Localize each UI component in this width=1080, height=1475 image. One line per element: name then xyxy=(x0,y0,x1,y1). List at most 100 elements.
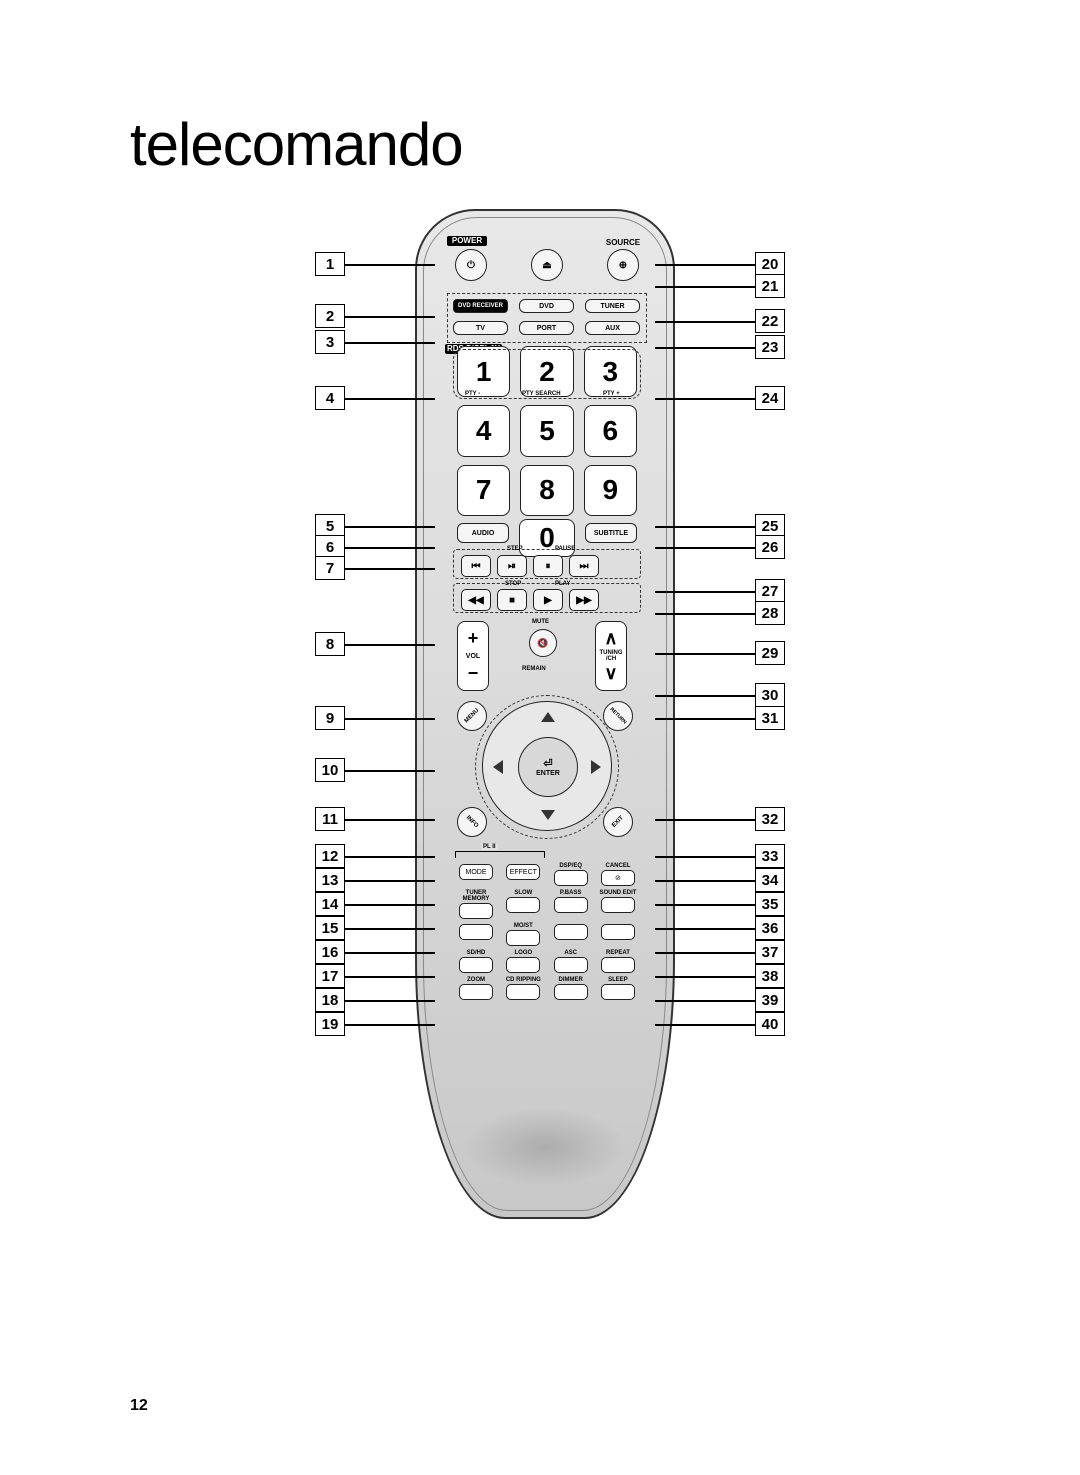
callout-line-23 xyxy=(655,347,755,349)
small-button-3-2[interactable] xyxy=(554,957,588,973)
callout-line-6 xyxy=(345,547,435,549)
small-button-4-2[interactable] xyxy=(554,984,588,1000)
small-button-3-0[interactable] xyxy=(459,957,493,973)
dvd-button[interactable]: DVD xyxy=(519,299,574,313)
callout-line-40 xyxy=(655,1024,755,1026)
key-8[interactable]: 8 xyxy=(520,465,573,516)
tuning-rocker[interactable]: ∧ TUNING /CH ∨ xyxy=(595,621,627,691)
remote-diagram: POWER SOURCE ⏻ ⏏ ⊕ DVD RECEIVER DVD TUNE… xyxy=(135,209,955,1229)
eject-icon: ⏏ xyxy=(542,260,551,271)
key-6[interactable]: 6 xyxy=(584,405,637,456)
callout-line-19 xyxy=(345,1024,435,1026)
tv-button[interactable]: TV xyxy=(453,321,508,335)
step-button[interactable]: ⏯ xyxy=(497,555,527,577)
pause-button[interactable]: ⏸ xyxy=(533,555,563,577)
small-col-1-1: SLOW xyxy=(502,890,544,919)
small-button-4-1[interactable] xyxy=(506,984,540,1000)
callout-13: 13 xyxy=(315,868,345,892)
small-row-3: SD/HDLOGOASCREPEAT xyxy=(455,950,639,973)
small-label-0-3: CANCEL xyxy=(597,863,639,869)
small-col-1-2: P.BASS xyxy=(550,890,592,919)
small-col-3-2: ASC xyxy=(550,950,592,973)
key-4[interactable]: 4 xyxy=(457,405,510,456)
callout-37: 37 xyxy=(755,940,785,964)
dvd-receiver-button[interactable]: DVD RECEIVER xyxy=(453,299,508,313)
callout-35: 35 xyxy=(755,892,785,916)
rewind-button[interactable]: ◀◀ xyxy=(461,589,491,611)
small-label-3-3: REPEAT xyxy=(597,950,639,956)
callout-33: 33 xyxy=(755,844,785,868)
small-button-4-3[interactable] xyxy=(601,984,635,1000)
small-button-1-3[interactable] xyxy=(601,897,635,913)
callout-16: 16 xyxy=(315,940,345,964)
small-button-2-1[interactable] xyxy=(506,930,540,946)
callout-2: 2 xyxy=(315,304,345,328)
small-button-1-0[interactable] xyxy=(459,903,493,919)
tuner-button[interactable]: TUNER xyxy=(585,299,640,313)
callout-23: 23 xyxy=(755,335,785,359)
power-icon: ⏻ xyxy=(467,260,475,271)
callout-1: 1 xyxy=(315,252,345,276)
mute-button[interactable]: 🔇 xyxy=(529,629,557,657)
volume-rocker[interactable]: + VOL − xyxy=(457,621,489,691)
callout-line-10 xyxy=(345,770,435,772)
key-7[interactable]: 7 xyxy=(457,465,510,516)
small-button-1-1[interactable] xyxy=(506,897,540,913)
enter-button[interactable]: ⏎ ENTER xyxy=(518,737,578,797)
callout-21: 21 xyxy=(755,274,785,298)
small-button-1-2[interactable] xyxy=(554,897,588,913)
key-9[interactable]: 9 xyxy=(584,465,637,516)
small-button-3-1[interactable] xyxy=(506,957,540,973)
eject-button[interactable]: ⏏ xyxy=(531,249,563,281)
stop-button[interactable]: ■ xyxy=(497,589,527,611)
small-button-0-1[interactable]: EFFECT xyxy=(506,864,540,880)
small-button-2-3[interactable] xyxy=(601,924,635,940)
small-row-1: TUNER MEMORY SLOW P.BASS SOUND EDIT xyxy=(455,890,639,919)
callout-line-3 xyxy=(345,342,435,344)
audio-button[interactable]: AUDIO xyxy=(457,523,509,543)
small-button-0-0[interactable]: MODE xyxy=(459,864,493,880)
source-button[interactable]: ⊕ xyxy=(607,249,639,281)
small-col-2-1: MO/ST xyxy=(502,923,544,946)
callout-line-31 xyxy=(655,718,755,720)
navigation-ring[interactable]: ⏎ ENTER xyxy=(482,701,612,831)
skip-next-button[interactable]: ⏭ xyxy=(569,555,599,577)
small-col-3-1: LOGO xyxy=(502,950,544,973)
transport-row-1: ⏮ ⏯ ⏸ ⏭ xyxy=(461,555,599,577)
power-button[interactable]: ⏻ xyxy=(455,249,487,281)
remain-label: REMAIN xyxy=(522,666,546,672)
aux-button[interactable]: AUX xyxy=(585,321,640,335)
stop-label: STOP xyxy=(505,581,521,587)
small-label-1-1: SLOW xyxy=(502,890,544,896)
play-label: PLAY xyxy=(555,581,570,587)
small-button-4-0[interactable] xyxy=(459,984,493,1000)
small-label-4-0: ZOOM xyxy=(455,977,497,983)
small-col-3-3: REPEAT xyxy=(597,950,639,973)
small-row-0: MODEEFFECTDSP/EQCANCEL⊘ xyxy=(455,863,639,886)
small-label-1-0: TUNER MEMORY xyxy=(455,890,497,902)
small-col-2-3 xyxy=(597,923,639,946)
callout-line-38 xyxy=(655,976,755,978)
port-button[interactable]: PORT xyxy=(519,321,574,335)
small-button-3-3[interactable] xyxy=(601,957,635,973)
callout-line-21 xyxy=(655,286,755,288)
play-button[interactable]: ▶ xyxy=(533,589,563,611)
ffwd-button[interactable]: ▶▶ xyxy=(569,589,599,611)
key-5[interactable]: 5 xyxy=(520,405,573,456)
callout-line-14 xyxy=(345,904,435,906)
step-label: STEP xyxy=(507,546,523,552)
transport-row-2: ◀◀ ■ ▶ ▶▶ xyxy=(461,589,599,611)
small-button-0-3[interactable]: ⊘ xyxy=(601,870,635,886)
tuning-up-icon: ∧ xyxy=(604,628,617,649)
mute-label: MUTE xyxy=(532,619,549,625)
small-button-2-2[interactable] xyxy=(554,924,588,940)
small-button-0-2[interactable] xyxy=(554,870,588,886)
callout-line-22 xyxy=(655,321,755,323)
callout-line-28 xyxy=(655,613,755,615)
small-button-2-0[interactable] xyxy=(459,924,493,940)
callout-line-27 xyxy=(655,591,755,593)
skip-prev-button[interactable]: ⏮ xyxy=(461,555,491,577)
subtitle-button[interactable]: SUBTITLE xyxy=(585,523,637,543)
small-label-1-3: SOUND EDIT xyxy=(597,890,639,896)
bottom-button-grid: MODEEFFECTDSP/EQCANCEL⊘TUNER MEMORYSLOWP… xyxy=(455,863,639,1004)
